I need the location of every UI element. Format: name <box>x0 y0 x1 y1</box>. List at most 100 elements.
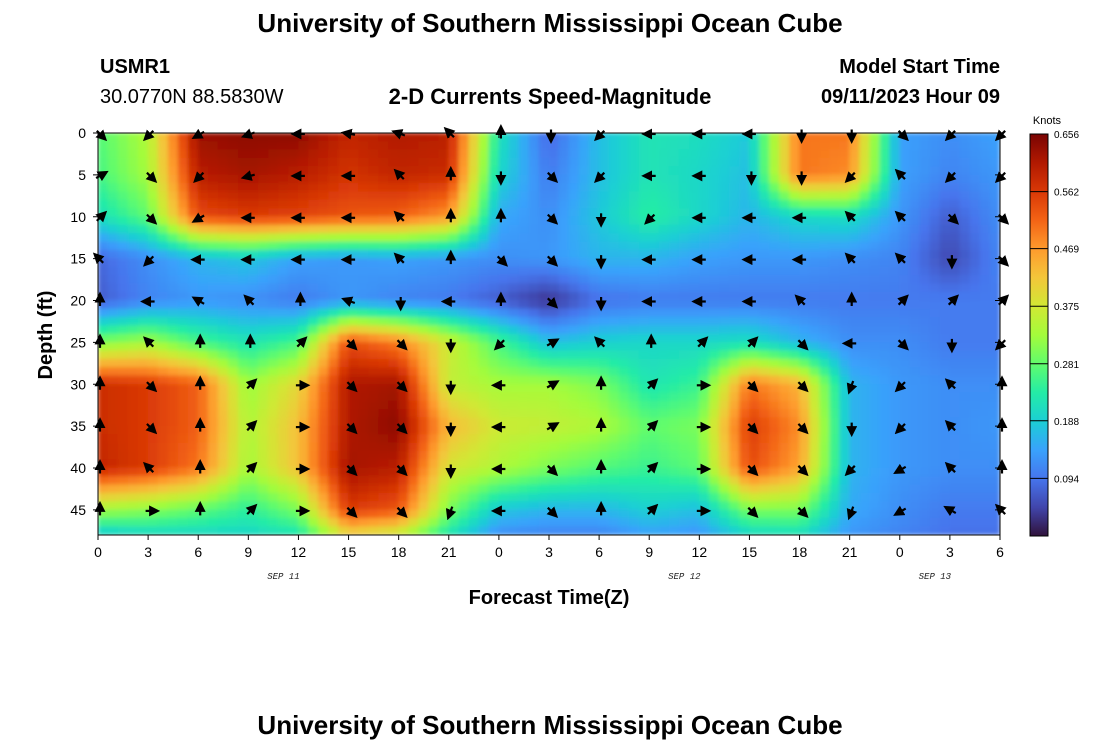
heat-cell <box>438 216 450 226</box>
heat-cell <box>769 283 780 293</box>
heat-cell <box>107 400 119 410</box>
heat-cell <box>197 308 209 318</box>
heat-cell <box>418 224 430 234</box>
heat-cell <box>248 484 259 494</box>
heat-cell <box>789 467 800 477</box>
heat-cell <box>167 425 179 435</box>
heat-cell <box>98 383 109 393</box>
heat-cell <box>468 208 480 218</box>
heat-cell <box>869 133 881 142</box>
heat-cell <box>839 174 850 184</box>
heat-cell <box>598 224 610 234</box>
heat-cell <box>498 216 510 226</box>
heat-cell <box>177 383 189 393</box>
heat-cell <box>398 350 409 360</box>
heat-cell <box>508 266 520 276</box>
heat-cell <box>217 325 229 335</box>
heat-cell <box>298 224 309 234</box>
y-tick-label: 45 <box>70 502 86 518</box>
heat-cell <box>899 233 911 243</box>
heat-cell <box>368 417 379 427</box>
heat-cell <box>719 174 730 184</box>
heat-cell <box>468 459 480 469</box>
heat-cell <box>298 484 309 494</box>
heat-cell <box>819 141 830 151</box>
heat-cell <box>368 492 379 502</box>
heat-cell <box>238 249 249 259</box>
heat-cell <box>648 191 660 201</box>
heat-cell <box>759 241 770 251</box>
heat-cell <box>668 233 680 243</box>
heat-cell <box>899 476 911 486</box>
heat-cell <box>358 526 369 535</box>
heat-cell <box>949 308 961 318</box>
heat-cell <box>729 316 740 326</box>
heat-cell <box>318 266 329 276</box>
date-label: SEP 11 <box>267 572 299 582</box>
heat-cell <box>207 484 219 494</box>
heat-cell <box>648 526 660 535</box>
heat-cell <box>398 275 409 285</box>
x-tick-label: 3 <box>946 544 954 560</box>
heat-cell <box>558 275 570 285</box>
heat-cell <box>809 467 820 477</box>
heat-cell <box>789 182 800 192</box>
heat-cell <box>548 191 560 201</box>
heat-cell <box>107 182 119 192</box>
heat-cell <box>388 467 399 477</box>
heat-cell <box>498 501 510 511</box>
y-tick-label: 30 <box>70 376 86 392</box>
heat-cell <box>147 141 159 151</box>
heat-cell <box>248 392 259 402</box>
heat-cell <box>709 216 720 226</box>
current-arrow <box>393 168 406 181</box>
heat-cell <box>328 526 339 535</box>
heat-cell <box>578 141 590 151</box>
heat-cell <box>849 308 860 318</box>
heat-cell <box>498 467 510 477</box>
heat-cell <box>548 526 560 535</box>
current-arrow <box>546 213 559 225</box>
heat-cell <box>929 484 941 494</box>
heat-cell <box>668 182 680 192</box>
heat-cell <box>709 442 720 452</box>
heat-cell <box>528 191 540 201</box>
heat-cell <box>127 291 139 301</box>
heat-cell <box>458 283 470 293</box>
heat-cell <box>628 459 640 469</box>
heat-cell <box>568 517 580 527</box>
heat-cell <box>177 350 189 360</box>
heat-cell <box>157 425 169 435</box>
heat-cell <box>849 325 860 335</box>
heat-cell <box>949 484 961 494</box>
heat-cell <box>689 342 700 352</box>
heat-cell <box>378 342 389 352</box>
heat-cell <box>839 484 850 494</box>
heat-cell <box>729 400 740 410</box>
heat-cell <box>408 149 420 159</box>
heat-cell <box>628 266 640 276</box>
heat-cell <box>338 300 349 310</box>
heat-cell <box>258 442 269 452</box>
heat-cell <box>558 425 570 435</box>
heat-cell <box>187 149 199 159</box>
heat-cell <box>939 191 951 201</box>
heat-cell <box>217 442 229 452</box>
heat-cell <box>448 400 460 410</box>
heat-cell <box>789 434 800 444</box>
heat-cell <box>919 526 931 535</box>
heat-cell <box>378 442 389 452</box>
heat-cell <box>709 249 720 259</box>
heat-cell <box>699 275 710 285</box>
heat-cell <box>528 316 540 326</box>
heat-cell <box>799 316 810 326</box>
heat-cell <box>879 501 891 511</box>
heat-cell <box>879 434 891 444</box>
heat-cell <box>167 157 179 167</box>
current-arrow <box>445 506 457 521</box>
heat-cell <box>488 459 500 469</box>
heat-cell <box>809 434 820 444</box>
heat-cell <box>699 166 710 176</box>
heat-cell <box>548 316 560 326</box>
heat-cell <box>378 149 389 159</box>
